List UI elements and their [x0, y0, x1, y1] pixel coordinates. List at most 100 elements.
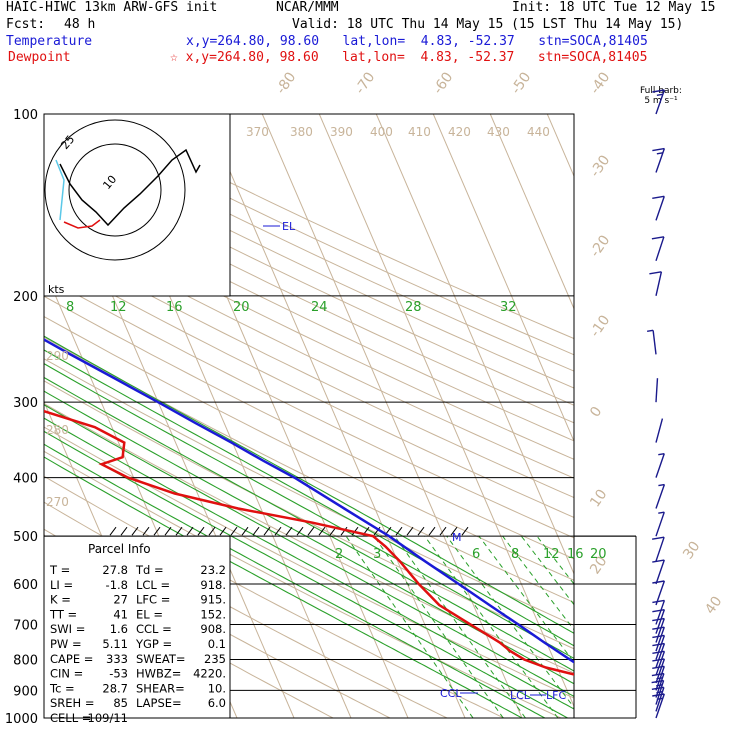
parcel-value: 27.8	[102, 563, 128, 577]
dry-adiabat-line	[44, 219, 574, 479]
isotherm-label: -20	[587, 232, 613, 260]
parcel-key: SWEAT=	[136, 652, 186, 666]
hatch-mark	[109, 526, 117, 536]
wind-barb-flag	[652, 195, 665, 200]
temperature-location: x,y=264.80, 98.60 lat,lon= 4.83, -52.37 …	[186, 34, 648, 49]
isotherm-label: -30	[587, 152, 613, 180]
parcel-value: -53	[109, 667, 128, 681]
pressure-tick-label: 400	[13, 472, 38, 487]
level-label-lfc: LFC	[546, 689, 566, 702]
wind-barb-staff	[655, 609, 666, 634]
parcel-key: T =	[49, 563, 70, 577]
parcel-key: SHEAR=	[136, 681, 185, 695]
dry-adiabat-label: 390	[330, 125, 353, 139]
dry-adiabat-label: 290	[46, 349, 69, 363]
wind-barb-staff	[655, 651, 666, 676]
hatch-mark	[285, 526, 293, 536]
wind-barb-staff	[655, 536, 665, 562]
wind-barb-staff	[655, 635, 666, 660]
dry-adiabat-line	[44, 256, 574, 518]
parcel-key: CAPE =	[50, 652, 93, 666]
parcel-info-box: Parcel Info T = 27.8 Td = 23.2 LI = -1.8 LCL = 9…	[43, 535, 231, 725]
parcel-key: K =	[50, 593, 71, 607]
dry-adiabat-label: 380	[290, 125, 313, 139]
dry-adiabat-line	[44, 315, 574, 581]
wind-barb-flag	[652, 147, 665, 152]
dry-adiabat-line	[44, 295, 574, 560]
dewpoint-legend: Dewpoint	[8, 50, 71, 65]
parcel-value: 908.	[200, 622, 226, 636]
dry-adiabat-line	[44, 202, 574, 460]
pressure-tick-label: 1000	[5, 712, 38, 727]
parcel-key: LCL =	[136, 578, 170, 592]
init-time: Init: 18 UTC Tue 12 May 15	[512, 0, 716, 15]
wind-barb-staff	[655, 626, 665, 652]
dry-adiabat-label: 400	[370, 125, 393, 139]
parcel-value: -1.8	[106, 578, 128, 592]
model-title: HAIC-HIWC 13km ARW-GFS init	[6, 0, 218, 15]
parcel-value: 85	[113, 696, 128, 710]
wind-barb-staff	[655, 600, 666, 625]
mixing-ratio-line	[373, 535, 504, 718]
wind-barb	[652, 559, 665, 585]
wind-barb-staff	[655, 196, 665, 221]
moist-adiabat-label: 28	[405, 300, 422, 315]
mixing-ratio-line	[446, 535, 574, 709]
hatch-mark	[131, 526, 139, 536]
moist-adiabat-label: 12	[110, 300, 127, 315]
hodograph-trace-low	[55, 159, 65, 221]
parcel-value: 23.2	[200, 563, 226, 577]
wind-barb	[655, 378, 659, 403]
isotherm-line	[489, 114, 574, 310]
parcel-key: CELL =	[50, 711, 91, 725]
dry-adiabat-line	[44, 450, 562, 718]
parcel-value: 6.0	[208, 696, 226, 710]
mixing-ratio-line	[394, 535, 526, 718]
wind-barb-staff	[655, 484, 666, 509]
dry-adiabat-line	[44, 403, 574, 674]
wind-barb-flag	[651, 236, 665, 240]
wind-barb	[655, 418, 664, 443]
dry-adiabat-label: 440	[527, 125, 550, 139]
dry-adiabat-line	[63, 114, 574, 356]
wind-barb-staff	[655, 687, 665, 712]
wind-barb	[652, 89, 666, 115]
parcel-key: LAPSE=	[136, 696, 182, 710]
mixing-ratio-label: 16	[567, 547, 584, 562]
mixing-ratio-line	[536, 535, 574, 585]
hatch-mark	[461, 526, 469, 536]
parcel-value: 333	[106, 652, 128, 666]
wind-barb	[652, 195, 665, 221]
isotherm-label: -80	[273, 69, 299, 97]
hodograph-units: kts	[48, 283, 65, 296]
hatch-mark	[230, 526, 238, 536]
dry-adiabat-label: 280	[46, 423, 69, 437]
parcel-info-title: Parcel Info	[88, 542, 151, 556]
parcel-value: 27	[113, 593, 128, 607]
dewpoint-profile	[44, 409, 574, 676]
temperature-profile	[44, 338, 574, 664]
hodograph-ring-inner	[68, 143, 162, 237]
dry-adiabat-line	[44, 118, 574, 372]
parcel-value: 109/11	[88, 711, 128, 725]
hodograph-ring-outer	[44, 119, 186, 261]
wind-barb-flag	[652, 608, 665, 613]
isotherm-line	[261, 114, 523, 718]
dry-adiabat-line	[44, 184, 574, 442]
parcel-key: SWI =	[50, 622, 85, 636]
isotherm-label: -10	[587, 312, 613, 340]
isotherm-label: 40	[702, 594, 725, 618]
dry-adiabat-label: 410	[408, 125, 431, 139]
hodograph-trace-upper	[59, 148, 201, 227]
pressure-tick-label: 900	[13, 684, 38, 699]
dewpoint-location: ☆ x,y=264.80, 98.60 lat,lon= 4.83, -52.3…	[170, 50, 648, 65]
hatch-mark	[296, 526, 304, 536]
wind-barb-staff	[655, 89, 666, 115]
parcel-value: 918.	[200, 578, 226, 592]
dry-adiabat-line	[44, 134, 574, 389]
isotherm-label: 30	[680, 539, 703, 563]
hatch-mark	[142, 526, 150, 536]
mixing-ratio-label: 3	[373, 547, 381, 562]
wind-barb	[649, 271, 663, 296]
